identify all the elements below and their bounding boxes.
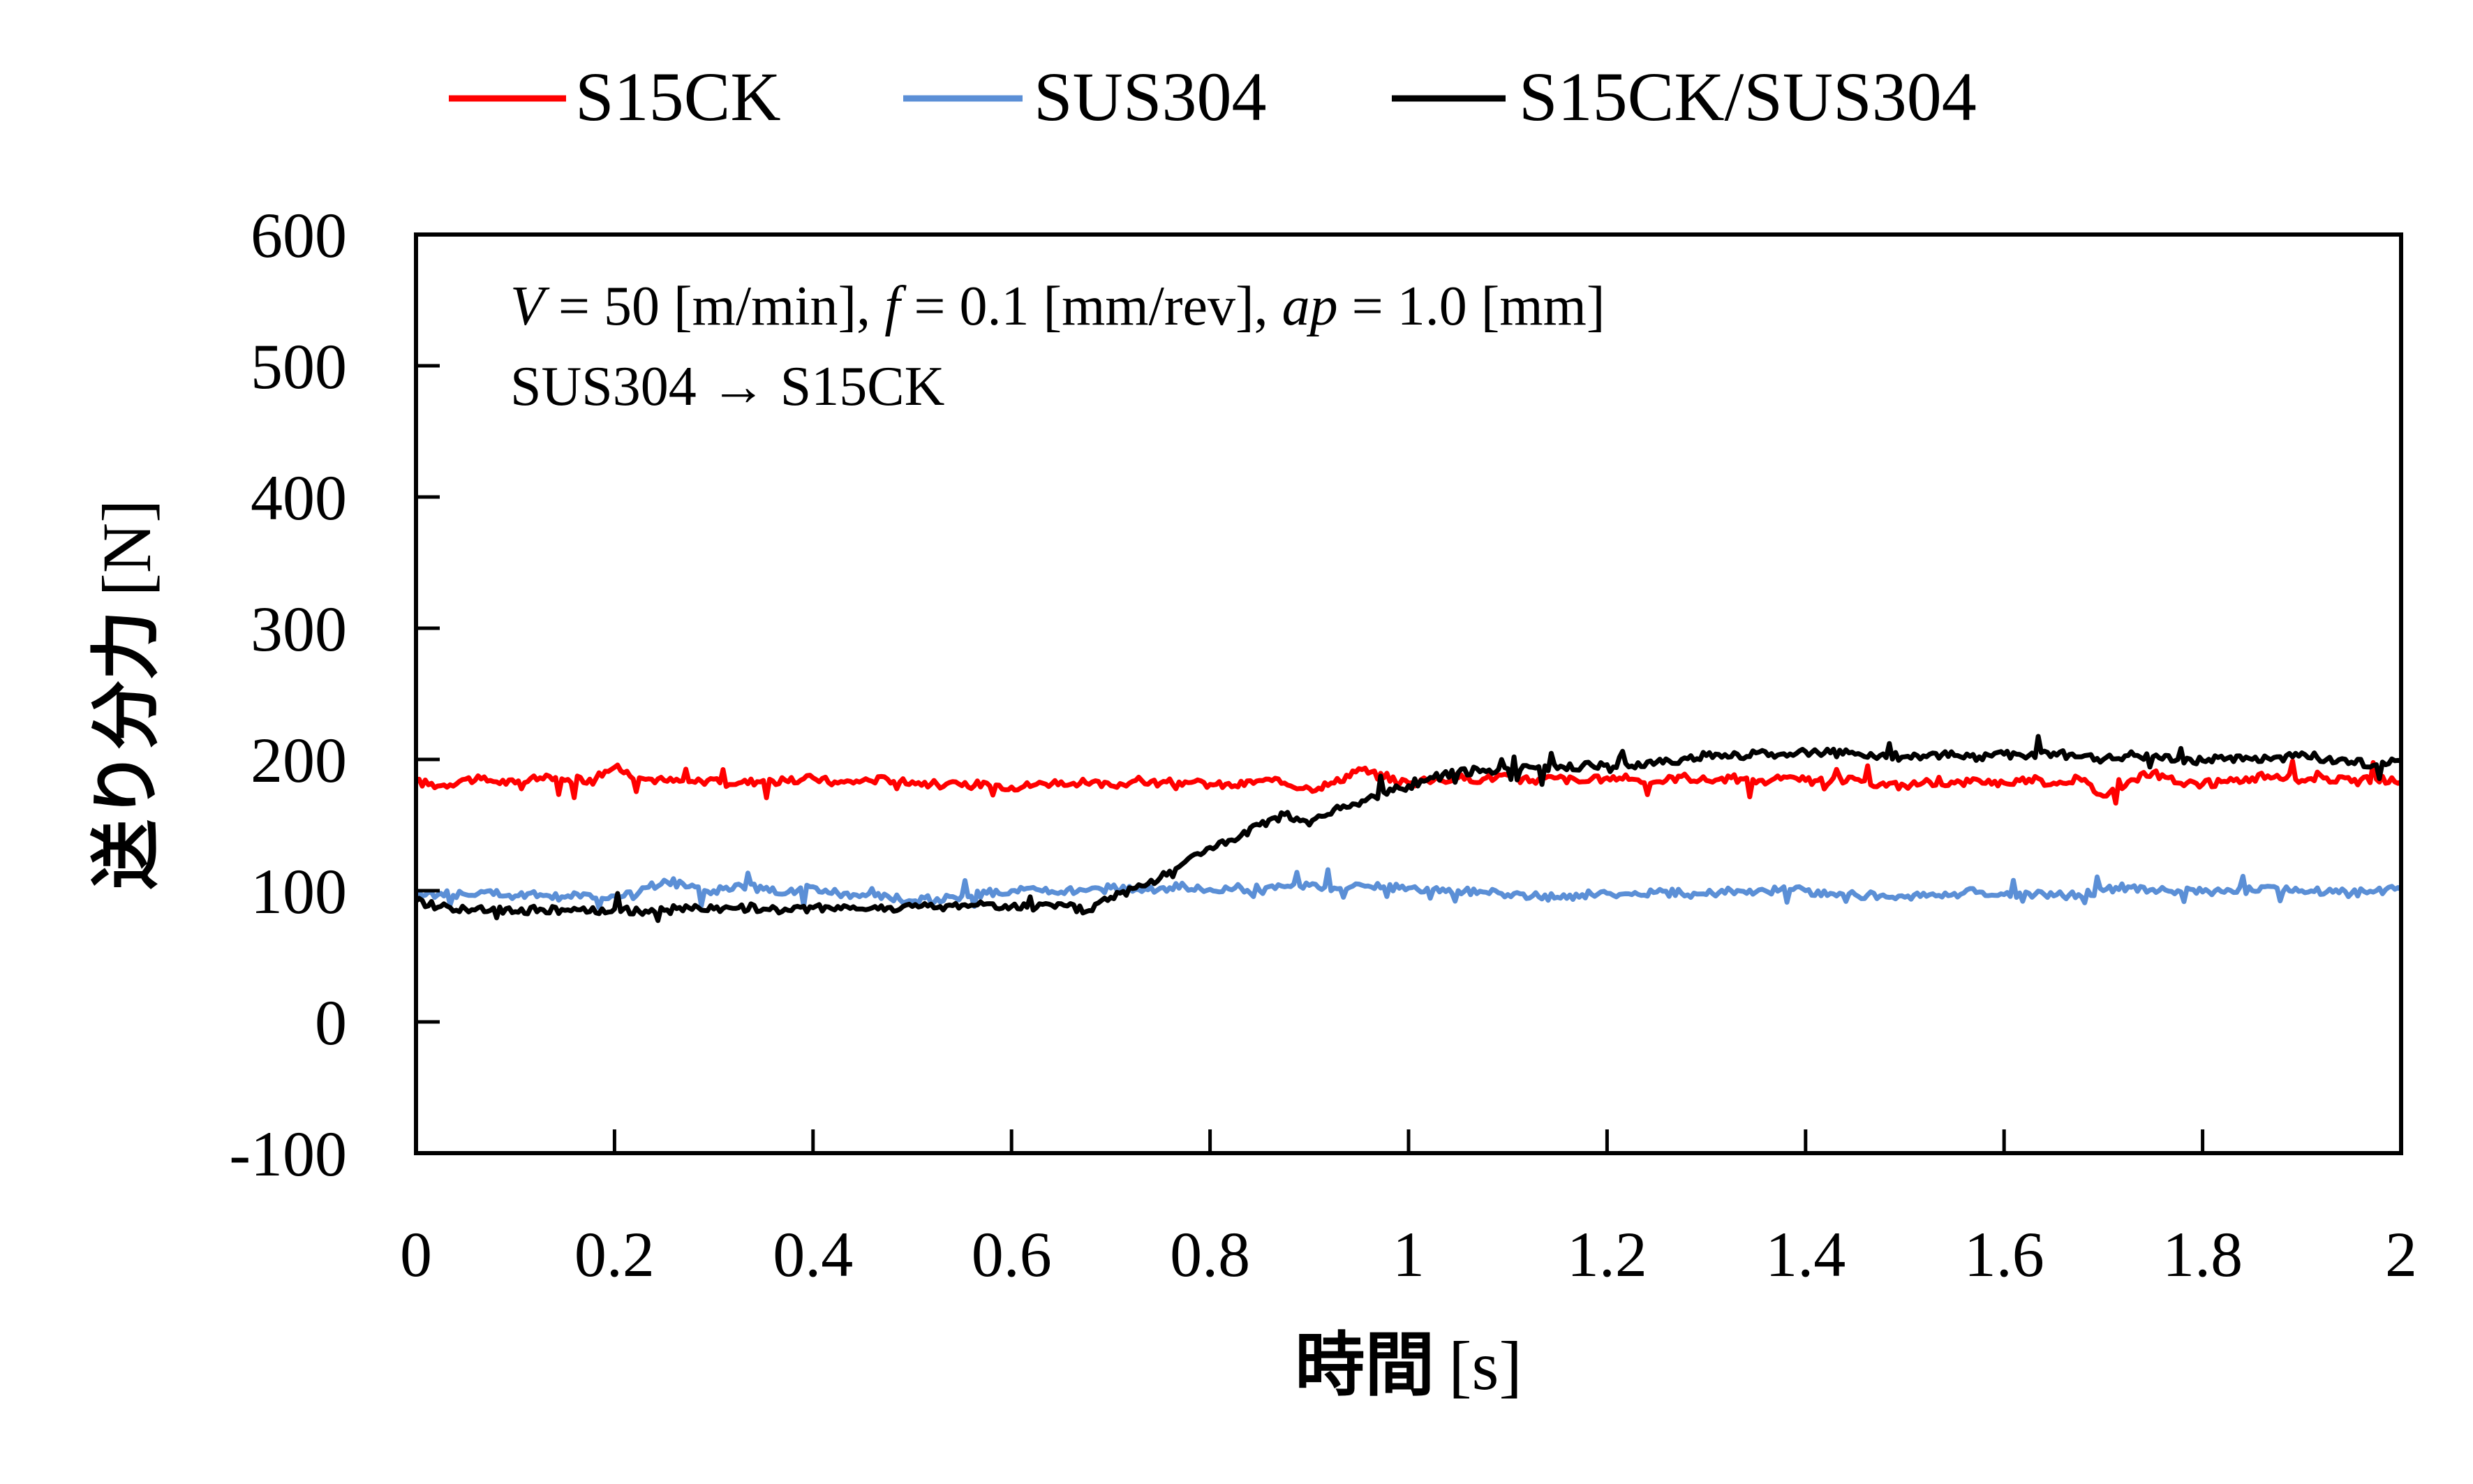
x-tick-label: 1.2 [1567, 1219, 1647, 1290]
x-tick-label: 1.8 [2162, 1219, 2243, 1290]
legend-item-s15ck: S15CK [449, 58, 781, 135]
series-line-sus304 [414, 867, 2403, 911]
legend: S15CK SUS304 S15CK/SUS304 [449, 58, 1977, 135]
x-tick-label: 0.2 [574, 1219, 655, 1290]
annotation-line1: V = 50 [m/min], f = 0.1 [mm/rev], ap = 1… [510, 276, 1605, 337]
legend-label-s15ck: S15CK [575, 58, 781, 135]
x-tick-label: 0.6 [972, 1219, 1052, 1290]
legend-item-s15ck-sus304: S15CK/SUS304 [1392, 58, 1977, 135]
x-tick-label: 1.4 [1765, 1219, 1846, 1290]
annotation-f-value: = 0.1 [mm/rev], [900, 276, 1282, 337]
y-tick-label: 300 [251, 593, 347, 665]
x-tick-label: 1.6 [1964, 1219, 2044, 1290]
y-tick-label: 600 [251, 200, 347, 271]
y-tick-label: 500 [251, 331, 347, 402]
y-tick-label: 100 [251, 856, 347, 927]
x-tick-label: 1 [1393, 1219, 1425, 1290]
svg-text:送り分力[N]: 送り分力 [N] [85, 500, 167, 890]
y-tick-label: 200 [251, 725, 347, 796]
y-axis-title-unit: [N] [88, 500, 165, 597]
x-axis-title: 時間 [s] [1295, 1324, 1522, 1406]
legend-label-sus304: SUS304 [1034, 58, 1266, 135]
x-tick-label: 0.4 [773, 1219, 853, 1290]
y-axis-title-jp: 送り分力 [85, 610, 167, 889]
legend-label-s15ck-sus304: S15CK/SUS304 [1519, 58, 1977, 135]
annotation-v-symbol: V [510, 276, 550, 337]
y-tick-label: 400 [251, 462, 347, 533]
series-line-s15ck [414, 758, 2403, 806]
plot-frame [414, 232, 2403, 1155]
series-group [414, 734, 2403, 923]
y-tick-label: 0 [315, 987, 347, 1058]
annotation-ap-symbol: ap [1282, 276, 1338, 337]
y-axis-title: 送り分力 [N] [85, 500, 167, 890]
annotation-v-value: = 50 [m/min], [544, 276, 884, 337]
annotation-ap-value: = 1.0 [mm] [1338, 276, 1605, 337]
y-tick-label: -100 [229, 1118, 347, 1189]
ticks-group: 0 0.2 0.4 0.6 0.8 1 1.2 1.4 1.6 1.8 2 -100 0 100 200 30… [229, 200, 2417, 1290]
series-line-s15ck-sus304 [414, 734, 2402, 923]
x-tick-label: 0.8 [1170, 1219, 1250, 1290]
x-axis-title-unit: [s] [1448, 1327, 1522, 1404]
x-tick-label: 0 [400, 1219, 432, 1290]
x-tick-label: 2 [2385, 1219, 2417, 1290]
annotation-line2: SUS304 → S15CK [510, 356, 944, 417]
x-axis-title-jp: 時間 [1295, 1324, 1434, 1406]
legend-item-sus304: SUS304 [903, 58, 1266, 135]
